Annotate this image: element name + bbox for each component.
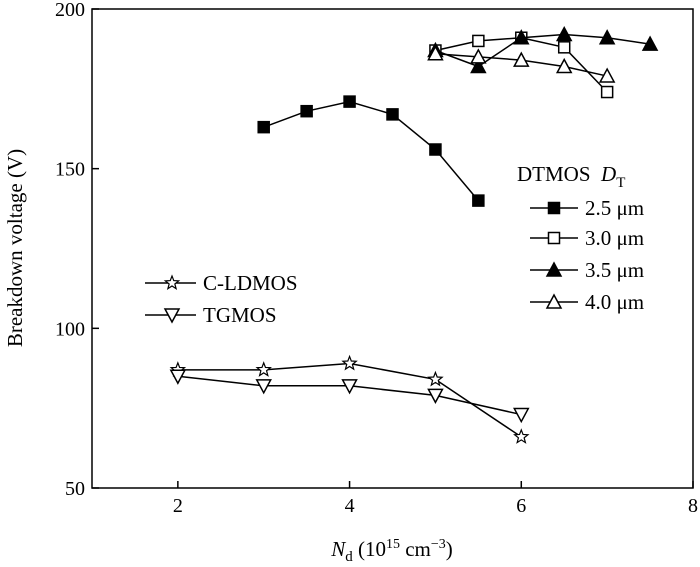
data-point <box>513 428 530 444</box>
x-axis-label: Nd (1015 cm−3) <box>330 537 453 565</box>
y-axis-label: Breakdown voltage (V) <box>3 149 27 347</box>
data-point <box>300 104 313 118</box>
legend-marker <box>547 231 561 245</box>
data-point <box>557 41 571 54</box>
legend-item: 3.5 μm <box>530 258 644 282</box>
legend-item: TGMOS <box>145 303 277 327</box>
series-layer <box>169 25 659 444</box>
legend-marker <box>545 261 563 277</box>
series-line <box>177 362 522 438</box>
data-point <box>429 143 442 156</box>
x-axis-unit-mid: cm <box>400 537 431 561</box>
x-tick-label: 8 <box>688 495 698 517</box>
data-point <box>255 361 272 377</box>
legend: 2.5 μm 3.0 μm 3.5 μm 4.0 μm C-LDMOS TGMOS <box>145 196 644 327</box>
legend-item: 4.0 μm <box>530 290 644 314</box>
y-tick-label: 150 <box>55 159 85 181</box>
data-point <box>343 95 356 108</box>
series-line <box>263 100 479 202</box>
x-axis-symbol: N <box>330 537 346 561</box>
data-point <box>598 29 616 45</box>
x-axis-subscript: d <box>345 549 353 565</box>
data-point <box>472 34 485 48</box>
x-tick-label: 6 <box>516 495 526 517</box>
series-5 <box>169 369 530 424</box>
legend-marker <box>545 293 563 309</box>
series-0 <box>257 95 485 207</box>
data-point <box>513 407 530 424</box>
legend-marker <box>547 201 561 215</box>
data-point <box>169 369 187 385</box>
x-tick-label: 2 <box>173 495 183 517</box>
data-point <box>470 57 487 74</box>
legend-label: 3.0 μm <box>585 226 644 250</box>
data-point <box>470 48 487 64</box>
legend-label: 2.5 μm <box>585 196 644 220</box>
data-point <box>386 108 399 121</box>
legend-dtmos-symbol: D <box>600 162 616 186</box>
axis-ticks: 2 4 6 8 50 100 150 200 <box>55 0 698 517</box>
data-point <box>472 194 485 207</box>
y-tick-label: 200 <box>55 0 85 21</box>
legend-label: 4.0 μm <box>585 290 644 314</box>
series-3 <box>427 45 616 83</box>
legend-dtmos-subscript: T <box>616 175 625 191</box>
legend-marker <box>163 274 181 291</box>
x-axis-unit-suffix: ) <box>446 537 453 561</box>
plot-frame <box>91 8 694 489</box>
data-point <box>341 379 358 395</box>
y-tick-label: 50 <box>65 478 85 500</box>
x-tick-label: 4 <box>345 495 355 517</box>
legend-label: 3.5 μm <box>585 258 644 282</box>
series-4 <box>169 354 530 444</box>
legend-label: C-LDMOS <box>203 271 298 295</box>
data-point <box>641 35 659 51</box>
data-point <box>555 25 573 42</box>
x-axis-unit-prefix: (10 <box>353 537 386 561</box>
data-point <box>427 45 444 61</box>
legend-dtmos-title: DTMOS DT <box>517 162 625 191</box>
series-line <box>435 33 651 68</box>
legend-marker <box>163 308 181 324</box>
x-axis-unit-exp1: 15 <box>386 537 400 552</box>
data-point <box>255 379 272 395</box>
data-point <box>427 388 444 404</box>
legend-item: C-LDMOS <box>145 271 298 295</box>
data-point <box>598 67 616 83</box>
series-2 <box>427 25 659 74</box>
data-point <box>513 29 530 45</box>
y-tick-label: 100 <box>55 318 85 340</box>
data-point <box>513 51 530 67</box>
data-point <box>600 85 614 99</box>
legend-item: 2.5 μm <box>530 196 644 220</box>
legend-label: TGMOS <box>203 303 277 327</box>
data-point <box>555 57 573 74</box>
legend-dtmos-prefix: DTMOS <box>517 162 601 186</box>
data-point <box>341 354 358 371</box>
legend-item: 3.0 μm <box>530 226 644 250</box>
data-point <box>257 120 270 134</box>
x-axis-unit-exp2: −3 <box>431 537 446 552</box>
data-point <box>427 370 444 387</box>
